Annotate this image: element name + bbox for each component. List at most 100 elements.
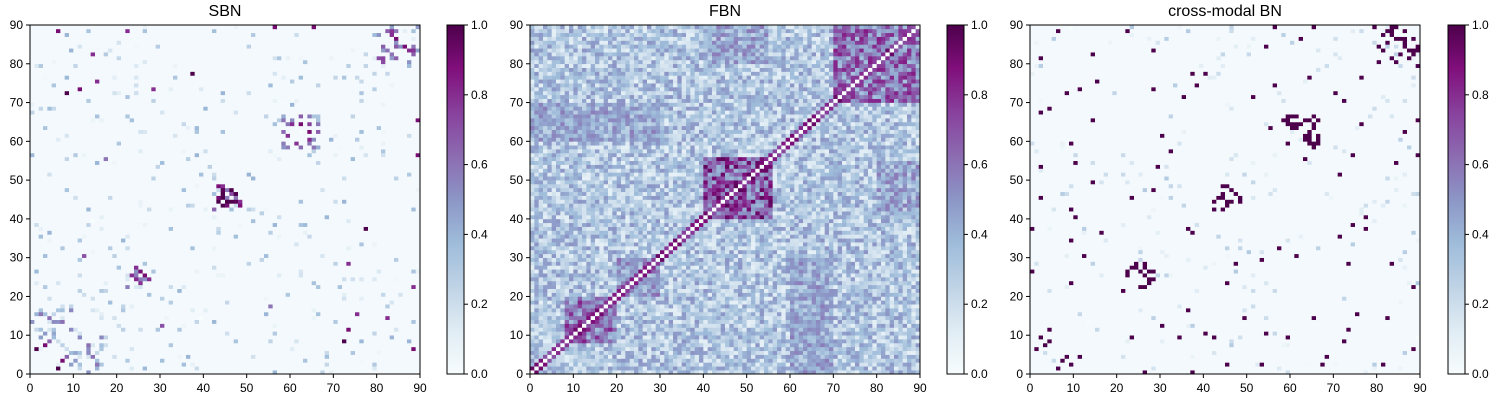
heatmap-cell <box>355 269 360 273</box>
heatmap-cell <box>164 196 169 200</box>
heatmap-cell <box>56 258 61 262</box>
heatmap-cell <box>199 300 204 304</box>
heatmap-cell <box>91 343 96 347</box>
heatmap-cell <box>212 246 217 250</box>
heatmap-cell <box>65 269 70 273</box>
heatmap-cell <box>264 203 269 207</box>
heatmap-cell <box>390 355 395 359</box>
heatmap-cell <box>121 234 126 238</box>
heatmap-cell <box>333 296 338 300</box>
heatmap-cell <box>78 304 83 308</box>
heatmap-cell <box>82 277 87 281</box>
heatmap-cell <box>394 285 399 289</box>
heatmap-cell <box>394 355 399 359</box>
heatmap-cell <box>108 366 113 370</box>
heatmap-cell <box>65 351 70 355</box>
heatmap-cell <box>238 200 243 204</box>
heatmap-cell <box>329 362 334 366</box>
heatmap-cell <box>30 343 35 347</box>
heatmap-cell <box>43 335 48 339</box>
heatmap-cell <box>112 320 117 324</box>
heatmap-cell <box>78 347 83 351</box>
heatmap-cell <box>346 211 351 215</box>
heatmap-cell <box>216 324 221 328</box>
heatmap-cell <box>338 331 343 335</box>
heatmap-cell <box>294 211 299 215</box>
heatmap-cell <box>169 269 174 273</box>
heatmap-cell <box>255 165 260 169</box>
heatmap-cell <box>117 277 122 281</box>
heatmap-cell <box>329 242 334 246</box>
heatmap-cell <box>247 250 252 254</box>
heatmap-cell <box>138 327 143 331</box>
heatmap-cell <box>355 172 360 176</box>
heatmap-cell <box>229 238 234 242</box>
heatmap-cell <box>30 223 35 227</box>
heatmap-cell <box>225 347 230 351</box>
heatmap-cell <box>43 351 48 355</box>
heatmap-cell <box>260 180 265 184</box>
heatmap-cell <box>294 254 299 258</box>
heatmap-cell <box>268 293 273 297</box>
heatmap-cell <box>182 362 187 366</box>
heatmap-cell <box>173 265 178 269</box>
heatmap-cell <box>95 192 100 196</box>
heatmap-cell <box>186 343 191 347</box>
heatmap-cell <box>30 238 35 242</box>
heatmap-cell <box>69 331 74 335</box>
heatmap-cell <box>147 277 152 281</box>
heatmap-cell <box>56 200 61 204</box>
heatmap-cell <box>195 312 200 316</box>
heatmap-cell <box>173 192 178 196</box>
heatmap-cell <box>160 207 165 211</box>
heatmap-cell <box>325 300 330 304</box>
heatmap-cell <box>78 207 83 211</box>
heatmap-cell <box>403 172 408 176</box>
heatmap-cell <box>99 172 104 176</box>
heatmap-cell <box>381 347 386 351</box>
heatmap-cell <box>351 227 356 231</box>
heatmap-cell <box>99 273 104 277</box>
heatmap-cell <box>121 304 126 308</box>
heatmap-cell <box>151 196 156 200</box>
heatmap-cell <box>43 316 48 320</box>
heatmap-cell <box>407 281 412 285</box>
heatmap-cell <box>208 304 213 308</box>
heatmap-cell <box>377 343 382 347</box>
heatmap-cell <box>47 285 52 289</box>
heatmap-cell <box>199 215 204 219</box>
heatmap-cell <box>73 335 78 339</box>
heatmap-cell <box>398 366 403 370</box>
heatmap-cell <box>91 161 96 165</box>
heatmap-cell <box>320 176 325 180</box>
heatmap-cell <box>69 242 74 246</box>
heatmap-cell <box>255 203 260 207</box>
heatmap-cell <box>177 215 182 219</box>
heatmap-cell <box>351 339 356 343</box>
heatmap-cell <box>164 238 169 242</box>
heatmap-cell <box>39 355 44 359</box>
heatmap-cell <box>199 324 204 328</box>
heatmap-cell <box>69 258 74 262</box>
heatmap-cell <box>364 176 369 180</box>
heatmap-cell <box>411 335 416 339</box>
heatmap-cell <box>333 231 338 235</box>
heatmap-cell <box>368 296 373 300</box>
heatmap-cell <box>307 273 312 277</box>
heatmap-cell <box>325 320 330 324</box>
heatmap-cell <box>78 168 83 172</box>
heatmap-cell <box>394 192 399 196</box>
heatmap-cell <box>95 168 100 172</box>
heatmap-cell <box>390 273 395 277</box>
heatmap-cell <box>30 227 35 231</box>
heatmap-cell <box>56 254 61 258</box>
heatmap-cell <box>151 351 156 355</box>
heatmap-cell <box>277 277 282 281</box>
heatmap-cell <box>73 211 78 215</box>
heatmap-cell <box>290 351 295 355</box>
heatmap-cell <box>91 172 96 176</box>
heatmap-cell <box>199 351 204 355</box>
heatmap-cell <box>208 281 213 285</box>
heatmap-cell <box>303 161 308 165</box>
heatmap-cell <box>147 320 152 324</box>
